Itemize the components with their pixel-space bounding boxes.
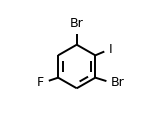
Text: Br: Br bbox=[70, 17, 84, 30]
Text: I: I bbox=[109, 43, 113, 56]
Text: F: F bbox=[37, 76, 44, 89]
Text: Br: Br bbox=[111, 76, 125, 89]
